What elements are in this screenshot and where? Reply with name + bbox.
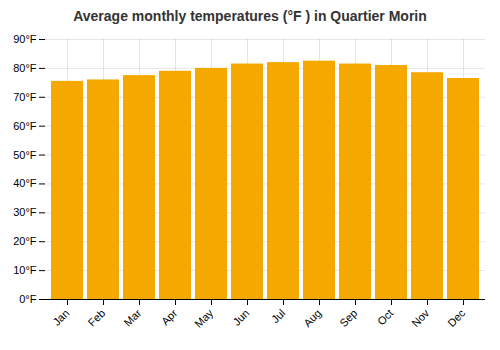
- svg-text:Aug: Aug: [301, 307, 323, 329]
- html-text:Average monthly temperatures (: Average monthly temperatures (°F ) in Qu…: [73, 8, 427, 24]
- svg-text:30°F: 30°F: [13, 206, 37, 218]
- svg-text:20°F: 20°F: [13, 235, 37, 247]
- svg-text:Jul: Jul: [269, 307, 287, 325]
- svg-text:90°F: 90°F: [13, 33, 37, 45]
- svg-text:Sep: Sep: [337, 307, 359, 329]
- svg-text:Jan: Jan: [50, 307, 71, 328]
- svg-text:Jun: Jun: [230, 307, 251, 328]
- svg-text:Nov: Nov: [409, 306, 432, 329]
- svg-text:0°F: 0°F: [19, 293, 37, 305]
- svg-text:Feb: Feb: [86, 307, 108, 329]
- svg-text:80°F: 80°F: [13, 62, 37, 74]
- svg-text:May: May: [192, 306, 216, 330]
- svg-text:60°F: 60°F: [13, 120, 37, 132]
- svg-text:Apr: Apr: [159, 307, 180, 328]
- svg-text:Dec: Dec: [445, 306, 468, 329]
- svg-text:Oct: Oct: [375, 307, 396, 328]
- svg-text:50°F: 50°F: [13, 149, 37, 161]
- svg-text:70°F: 70°F: [13, 91, 37, 103]
- svg-text:10°F: 10°F: [13, 264, 37, 276]
- svg-text:Mar: Mar: [122, 307, 144, 329]
- svg-text:40°F: 40°F: [13, 177, 37, 189]
